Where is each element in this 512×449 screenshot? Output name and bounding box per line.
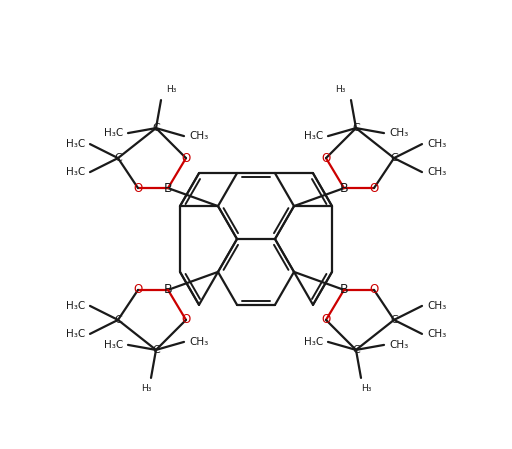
Text: H₃: H₃ (166, 85, 176, 94)
Text: O: O (181, 152, 190, 165)
Text: B: B (164, 181, 173, 194)
Text: H₃C: H₃C (304, 337, 323, 347)
Text: H₃C: H₃C (304, 131, 323, 141)
Text: O: O (133, 283, 143, 296)
Text: C: C (152, 345, 160, 355)
Text: H₃: H₃ (141, 384, 151, 393)
Text: H₃: H₃ (361, 384, 371, 393)
Text: B: B (164, 283, 173, 296)
Text: H₃C: H₃C (66, 329, 85, 339)
Text: C: C (114, 315, 122, 325)
Text: B: B (339, 181, 348, 194)
Text: C: C (390, 153, 398, 163)
Text: H₃: H₃ (336, 85, 346, 94)
Text: CH₃: CH₃ (189, 131, 208, 141)
Text: CH₃: CH₃ (389, 128, 408, 138)
Text: H₃C: H₃C (104, 340, 123, 350)
Text: O: O (322, 152, 331, 165)
Text: CH₃: CH₃ (389, 340, 408, 350)
Text: CH₃: CH₃ (427, 167, 446, 177)
Text: H₃C: H₃C (66, 167, 85, 177)
Text: C: C (352, 345, 360, 355)
Text: O: O (369, 283, 379, 296)
Text: O: O (181, 313, 190, 326)
Text: CH₃: CH₃ (189, 337, 208, 347)
Text: H₃C: H₃C (104, 128, 123, 138)
Text: H₃C: H₃C (66, 139, 85, 149)
Text: CH₃: CH₃ (427, 329, 446, 339)
Text: CH₃: CH₃ (427, 301, 446, 311)
Text: CH₃: CH₃ (427, 139, 446, 149)
Text: O: O (322, 313, 331, 326)
Text: C: C (152, 123, 160, 133)
Text: O: O (133, 181, 143, 194)
Text: C: C (352, 123, 360, 133)
Text: H₃C: H₃C (66, 301, 85, 311)
Text: C: C (114, 153, 122, 163)
Text: B: B (339, 283, 348, 296)
Text: C: C (390, 315, 398, 325)
Text: O: O (369, 181, 379, 194)
